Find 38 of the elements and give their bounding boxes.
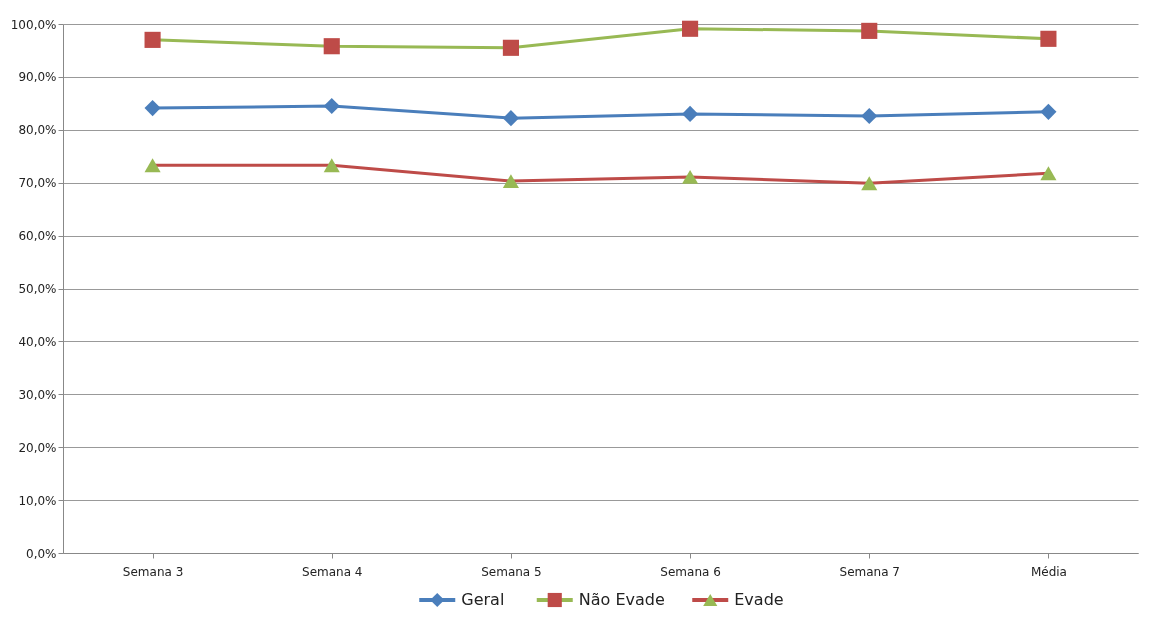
y-tick-label: 20,0% [18, 440, 57, 455]
point [682, 169, 699, 184]
point [144, 100, 161, 117]
y-tick-label: 100,0% [10, 17, 57, 32]
y-tick-label: 90,0% [18, 70, 57, 85]
y-tick-label: 60,0% [18, 229, 57, 244]
y-tick-label: 0,0% [26, 546, 57, 561]
legend-label: Não Evade [578, 590, 665, 609]
point [861, 176, 878, 191]
point [1040, 103, 1057, 120]
y-tick-label: 70,0% [18, 176, 57, 191]
x-tick-label: Média [1030, 564, 1067, 579]
y-tick-label: 40,0% [18, 334, 57, 349]
x-tick-label: Semana 4 [302, 564, 363, 579]
point [144, 31, 161, 48]
x-tick-label: Semana 7 [839, 564, 900, 579]
point [502, 39, 519, 56]
point [1040, 30, 1057, 47]
legend-label: Evade [734, 590, 784, 609]
point [861, 22, 878, 39]
legend-label: Geral [461, 590, 505, 609]
x-tick-label: Semana 3 [122, 564, 184, 579]
point [502, 110, 519, 127]
point [682, 20, 699, 37]
point [861, 107, 878, 125]
x-tick-label: Semana 6 [660, 564, 721, 579]
point [144, 158, 161, 173]
point [1040, 166, 1057, 181]
y-tick-label: 30,0% [18, 387, 57, 402]
point [682, 105, 699, 122]
point [323, 97, 340, 115]
y-tick-label: 50,0% [18, 282, 57, 296]
y-tick-label: 10,0% [18, 493, 57, 508]
point [502, 174, 519, 189]
point [323, 38, 340, 55]
y-tick-label: 80,0% [18, 123, 57, 138]
point [323, 158, 340, 173]
x-tick-label: Semana 5 [481, 564, 542, 579]
